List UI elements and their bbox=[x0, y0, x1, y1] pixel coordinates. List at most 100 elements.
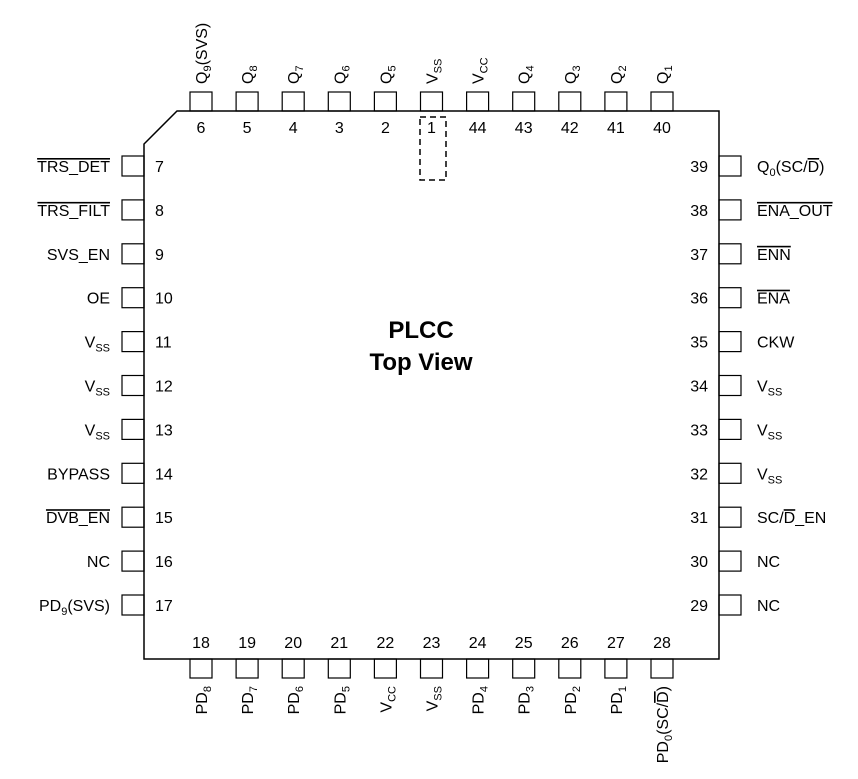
pin-number: 22 bbox=[377, 635, 395, 652]
pin-pad bbox=[235, 658, 259, 679]
pin-label: BYPASS bbox=[47, 466, 110, 483]
pin-pad bbox=[121, 155, 145, 177]
pin-pad bbox=[718, 243, 742, 265]
pin-number: 26 bbox=[561, 635, 579, 652]
pin-label: Q1 bbox=[655, 65, 675, 84]
pin-pad bbox=[121, 462, 145, 484]
pin-pad bbox=[235, 91, 259, 112]
pin-20: 20 PD6 bbox=[281, 635, 306, 714]
pin-29: 29 NC bbox=[690, 594, 780, 616]
pin-number: 27 bbox=[607, 635, 625, 652]
pin-number: 8 bbox=[155, 203, 164, 220]
pin-14: 14 BYPASS bbox=[47, 462, 173, 484]
pin-34: 34 VSS bbox=[690, 374, 782, 399]
pin-pad bbox=[121, 199, 145, 221]
pin-pad bbox=[419, 91, 444, 112]
pin-label: Q7 bbox=[286, 65, 306, 84]
pin-pad bbox=[189, 658, 213, 679]
pin-label: PD3 bbox=[517, 686, 537, 714]
pin-number: 21 bbox=[330, 635, 348, 652]
pin-12: 12 VSS bbox=[85, 374, 173, 399]
pin-5: 5 Q8 bbox=[235, 65, 260, 137]
pin-number: 12 bbox=[155, 379, 173, 396]
pin-pad bbox=[718, 287, 742, 309]
pin-number: 1 bbox=[427, 120, 436, 137]
pin-pad bbox=[327, 91, 351, 112]
pin-pad bbox=[718, 550, 742, 572]
pin-label: PD5 bbox=[332, 686, 352, 714]
pin-1: 1 VSS bbox=[419, 59, 445, 137]
pin-number: 6 bbox=[197, 120, 206, 137]
pin-number: 32 bbox=[690, 466, 708, 483]
pin-label: TRS_FILT bbox=[37, 203, 110, 220]
pin-number: 11 bbox=[155, 335, 172, 352]
pin-number: 24 bbox=[469, 635, 487, 652]
pin-23: 23 VSS bbox=[419, 635, 445, 711]
pin-number: 16 bbox=[155, 554, 173, 571]
pin-pad bbox=[121, 418, 145, 440]
pin-3: 3 Q6 bbox=[327, 65, 352, 137]
pin-label: VSS bbox=[425, 686, 445, 711]
pin-number: 25 bbox=[515, 635, 533, 652]
pin-number: 14 bbox=[155, 466, 173, 483]
pin-label: Q4 bbox=[517, 65, 537, 84]
pin-pad bbox=[121, 550, 145, 572]
pin-pad bbox=[121, 243, 145, 265]
pin-4: 4 Q7 bbox=[281, 65, 306, 137]
pin-15: 15 DVB_EN bbox=[46, 506, 173, 528]
pin-19: 19 PD7 bbox=[235, 635, 260, 714]
pin-label: PD8 bbox=[194, 686, 214, 714]
package-body bbox=[143, 110, 720, 660]
pin-number: 5 bbox=[243, 120, 252, 137]
pin-pad bbox=[512, 658, 536, 679]
pin-pad bbox=[373, 658, 397, 679]
pin-label: PD6 bbox=[286, 686, 306, 714]
pin-number: 34 bbox=[690, 379, 708, 396]
pin-number: 35 bbox=[690, 335, 708, 352]
pin-number: 40 bbox=[653, 120, 671, 137]
pin-number: 29 bbox=[690, 598, 708, 615]
pin-label: Q8 bbox=[240, 65, 260, 84]
pin-label: VSS bbox=[85, 422, 110, 442]
pin-label: ENA bbox=[757, 291, 790, 308]
pin-pad bbox=[718, 506, 742, 528]
pin-pad bbox=[718, 199, 742, 221]
pin-16: 16 NC bbox=[87, 550, 173, 572]
package-title: PLCC bbox=[388, 317, 453, 344]
pin-number: 42 bbox=[561, 120, 579, 137]
pin-pad bbox=[121, 374, 145, 397]
pin-number: 20 bbox=[284, 635, 302, 652]
pin-number: 18 bbox=[192, 635, 210, 652]
pin-pad bbox=[718, 331, 742, 353]
pin-label: Q5 bbox=[378, 65, 398, 84]
pin-number: 44 bbox=[469, 120, 487, 137]
pin-label: Q0(SC/D) bbox=[757, 159, 824, 179]
pin-number: 28 bbox=[653, 635, 671, 652]
pin-number: 2 bbox=[381, 120, 390, 137]
pin-number: 13 bbox=[155, 422, 173, 439]
pin-24: 24 PD4 bbox=[466, 635, 491, 714]
pin-pad bbox=[718, 374, 742, 397]
pin-number: 33 bbox=[690, 422, 708, 439]
pin-27: 27 PD1 bbox=[604, 635, 629, 714]
pin-pad bbox=[189, 91, 213, 112]
pin-35: 35 CKW bbox=[690, 331, 795, 353]
pin-label: PD0(SC/D) bbox=[655, 686, 675, 763]
pin-pad bbox=[604, 91, 628, 112]
pin-label: VCC bbox=[471, 57, 491, 84]
pin-label: TRS_DET bbox=[37, 159, 110, 176]
pin-41: 41 Q2 bbox=[604, 65, 629, 137]
pin-number: 15 bbox=[155, 510, 173, 527]
pin-label: OE bbox=[87, 291, 110, 308]
pin-label: VSS bbox=[85, 379, 110, 399]
pin-number: 41 bbox=[607, 120, 625, 137]
pin-number: 31 bbox=[690, 510, 708, 527]
pin-pad bbox=[121, 594, 145, 616]
pin-pad bbox=[281, 91, 305, 112]
pin-number: 19 bbox=[238, 635, 256, 652]
pin-18: 18 PD8 bbox=[189, 635, 214, 714]
pin-40: 40 Q1 bbox=[650, 65, 675, 137]
pin-label: VCC bbox=[378, 686, 398, 713]
pin-label: Q3 bbox=[563, 65, 583, 84]
